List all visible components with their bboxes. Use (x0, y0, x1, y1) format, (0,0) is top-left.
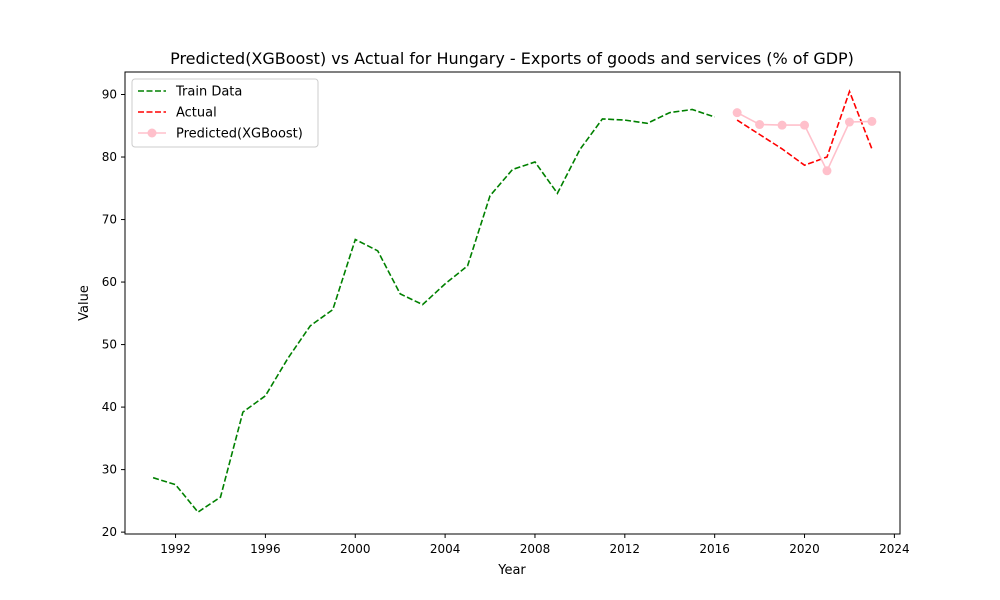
x-axis-label: Year (497, 563, 526, 578)
x-axis: 1992 1996 2000 2004 2008 2012 2016 2020 2024 (160, 534, 910, 556)
x-tick-label: 1992 (160, 542, 191, 556)
series-layer (152, 89, 877, 514)
x-tick-label: 2016 (699, 542, 730, 556)
legend-label-train-data: Train Data (175, 85, 242, 100)
x-tick-label: 2004 (430, 542, 461, 556)
x-tick-label: 2012 (610, 542, 641, 556)
legend-box (131, 78, 319, 148)
legend: Train Data Actual Predicted(XGBoost) (131, 78, 319, 148)
series-actual-line (736, 89, 873, 167)
x-tick-label: 2000 (340, 542, 371, 556)
series-predicted-xgboost-point (822, 166, 832, 176)
series-train-data-line (152, 108, 715, 514)
plot-area (124, 71, 901, 535)
y-tick-label: 60 (102, 275, 117, 289)
y-axis-label: Value (77, 285, 92, 321)
y-tick-label: 70 (102, 213, 117, 227)
y-axis: 20 30 40 50 60 70 80 90 (102, 88, 125, 539)
y-tick-label: 50 (102, 338, 117, 352)
series-predicted-xgboost-point (755, 120, 765, 130)
y-tick-label: 40 (102, 400, 117, 414)
legend-marker-predicted-xgboost (147, 128, 157, 138)
x-tick-label: 1996 (250, 542, 281, 556)
series-predicted-xgboost-point (844, 117, 854, 127)
y-tick-label: 20 (102, 525, 117, 539)
chart-title: Predicted(XGBoost) vs Actual for Hungary… (170, 49, 854, 68)
x-tick-label: 2020 (789, 542, 820, 556)
x-tick-label: 2008 (520, 542, 551, 556)
x-tick-label: 2024 (879, 542, 910, 556)
y-tick-label: 30 (102, 463, 117, 477)
y-tick-label: 80 (102, 150, 117, 164)
series-predicted-xgboost-point (800, 120, 810, 130)
series-predicted-xgboost-point (777, 120, 787, 130)
series-predicted-xgboost-point (732, 108, 742, 118)
legend-label-predicted-xgboost: Predicted(XGBoost) (176, 127, 303, 142)
series-predicted-xgboost-point (867, 116, 877, 126)
y-tick-label: 90 (102, 88, 117, 102)
legend-label-actual: Actual (176, 106, 217, 121)
